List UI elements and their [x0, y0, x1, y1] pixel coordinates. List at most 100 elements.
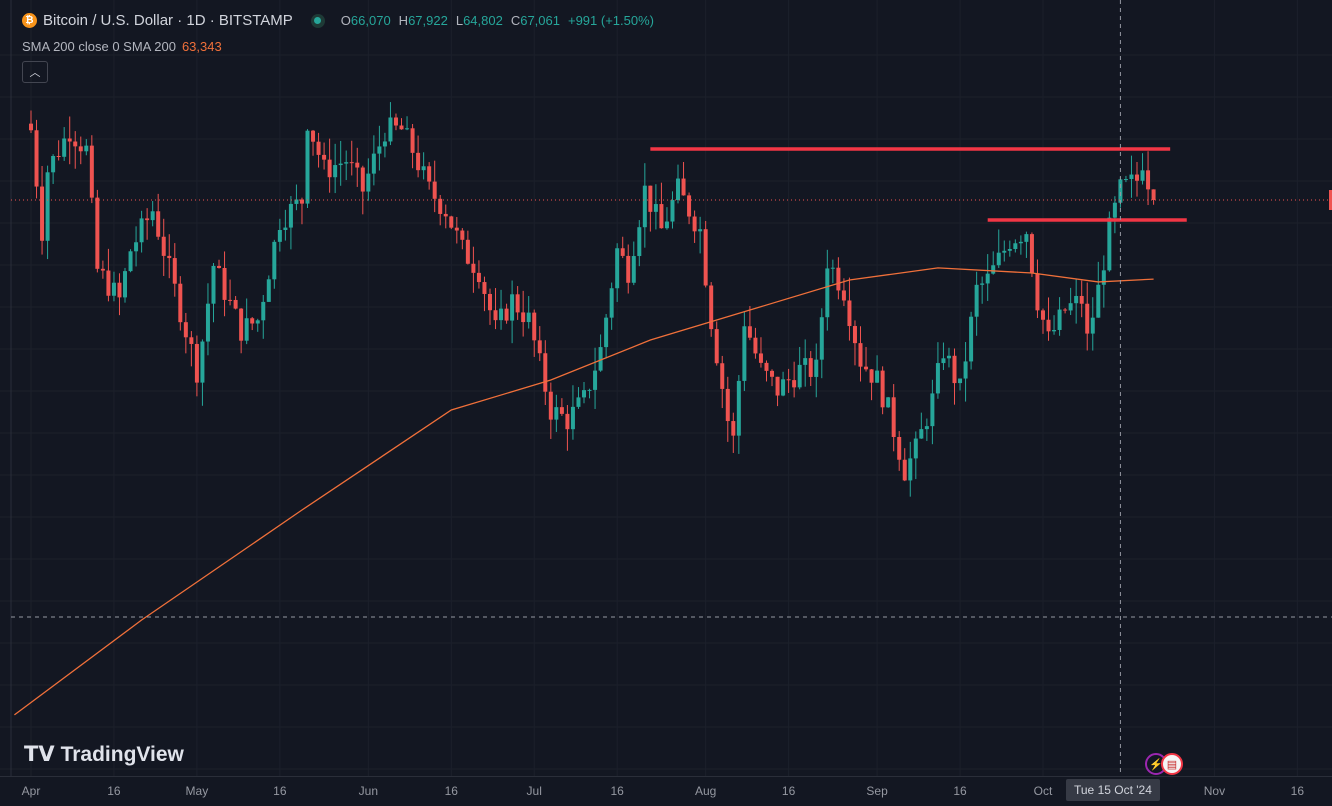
candle-body: [156, 211, 161, 237]
candle-body: [1046, 319, 1051, 332]
symbol-title[interactable]: Bitcoin / U.S. Dollar · 1D · BITSTAMP: [43, 12, 293, 29]
tradingview-logo-icon: 𝗧𝗩: [24, 743, 55, 766]
candle-body: [283, 227, 288, 231]
candle-body: [864, 366, 869, 370]
candle-body: [393, 117, 398, 126]
sma-legend[interactable]: SMA 200 close 0 SMA 200 63,343: [22, 39, 222, 54]
collapse-legend-button[interactable]: ︿: [22, 61, 48, 83]
candle-body: [416, 152, 421, 171]
candle-body: [449, 216, 454, 228]
candle-body: [421, 166, 426, 171]
candle-body: [803, 358, 808, 365]
candle-body: [487, 293, 492, 311]
candle-body: [51, 156, 56, 173]
candle-body: [67, 138, 72, 142]
candle-body: [139, 218, 144, 243]
candle-body: [250, 318, 255, 324]
candle-body: [642, 185, 647, 228]
candle-body: [593, 370, 598, 390]
symbol-legend: ₿ Bitcoin / U.S. Dollar · 1D · BITSTAMP …: [22, 12, 654, 29]
candle-body: [366, 173, 371, 192]
candle-body: [1068, 303, 1073, 311]
time-tick-label: 16: [444, 784, 458, 798]
candle-body: [438, 198, 443, 214]
time-tick-label: 16: [107, 784, 121, 798]
candle-body: [476, 272, 481, 283]
candle-body: [781, 379, 786, 396]
candle-body: [858, 343, 863, 367]
candle-body: [111, 282, 116, 296]
candle-body: [620, 248, 625, 256]
candle-body: [200, 341, 205, 383]
candle-body: [360, 167, 365, 192]
candle-body: [825, 268, 830, 318]
candle-body: [410, 128, 415, 153]
candle-body: [40, 186, 45, 241]
candle-body: [996, 252, 1001, 266]
candle-body: [1074, 295, 1079, 304]
candle-body: [178, 283, 183, 323]
candle-body: [941, 358, 946, 364]
candle-body: [194, 343, 199, 383]
candle-body: [217, 265, 222, 268]
candle-body: [189, 337, 194, 344]
candle-body: [731, 421, 736, 436]
change-value: +991 (+1.50%): [567, 13, 654, 28]
candle-body: [814, 359, 819, 377]
candle-body: [183, 322, 188, 338]
candle-body: [1112, 202, 1117, 218]
open-value: 66,070: [350, 13, 391, 28]
candle-body: [764, 362, 769, 371]
candle-body: [548, 391, 553, 420]
candle-body: [537, 340, 542, 354]
candle-body: [73, 141, 78, 147]
candle-body: [576, 397, 581, 407]
candle-body: [670, 200, 675, 222]
candle-body: [100, 268, 105, 271]
candle-body: [786, 379, 791, 381]
candle-body: [123, 271, 128, 298]
candle-body: [1063, 309, 1068, 311]
candle-body: [78, 146, 83, 152]
candle-body: [244, 318, 249, 341]
candle-body: [504, 308, 509, 321]
candle-body: [1007, 248, 1012, 251]
price-chart[interactable]: [0, 0, 1332, 776]
candle-body: [886, 397, 891, 408]
time-tick-label: Oct: [1033, 784, 1053, 798]
time-tick-label: Apr: [21, 784, 41, 798]
candle-body: [1107, 217, 1112, 271]
candle-body: [205, 303, 210, 342]
market-status-icon: [310, 13, 325, 28]
candle-body: [172, 258, 177, 284]
time-tick-label: Jul: [526, 784, 542, 798]
candle-body: [117, 282, 122, 298]
tradingview-logo[interactable]: 𝗧𝗩 TradingView: [24, 742, 184, 767]
crosshair-date-label: Tue 15 Oct '24: [1066, 779, 1160, 801]
candle-body: [1123, 179, 1128, 181]
candle-body: [388, 117, 393, 142]
candle-body: [725, 388, 730, 422]
bitcoin-icon: ₿: [22, 13, 37, 28]
candle-body: [913, 438, 918, 459]
candle-body: [1135, 174, 1139, 181]
candle-body: [720, 363, 725, 389]
candle-body: [659, 204, 664, 229]
candle-body: [935, 363, 940, 394]
candle-body: [770, 370, 775, 377]
candle-body: [299, 199, 304, 204]
candle-body: [919, 429, 924, 439]
close-value: 67,061: [520, 13, 560, 28]
time-tick-label: 16: [1290, 784, 1305, 798]
candle-body: [349, 162, 354, 164]
us-flag-event-icon[interactable]: ▤: [1161, 753, 1183, 775]
candle-body: [559, 407, 564, 414]
candle-body: [946, 355, 951, 359]
candle-body: [1040, 310, 1045, 320]
candle-body: [239, 308, 244, 341]
candle-body: [56, 156, 61, 158]
candle-body: [836, 267, 841, 291]
candle-body: [128, 251, 133, 272]
high-value: 67,922: [408, 13, 448, 28]
candle-body: [841, 290, 846, 301]
